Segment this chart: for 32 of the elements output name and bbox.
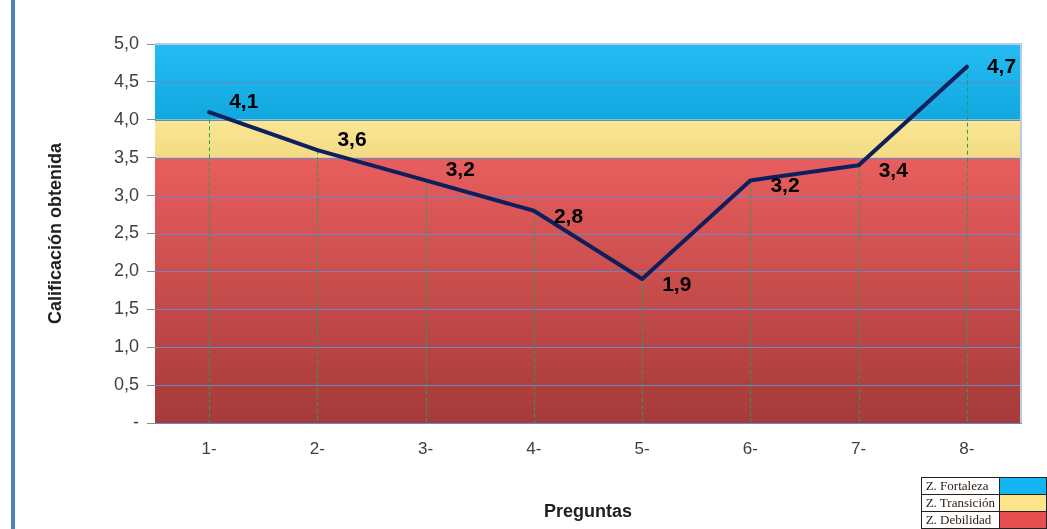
legend-label: Z. Fortaleza [921,477,1000,495]
y-tick-label: 2,5 [113,222,139,243]
x-tick-label: 3- [418,438,434,458]
data-label: 1,9 [662,271,692,295]
x-tick-label: 1- [201,438,217,458]
x-tick-label: 2- [309,438,325,458]
data-label: 2,8 [553,203,584,227]
y-tick-label: 4,0 [113,108,139,129]
y-tick-label: 1,0 [113,336,139,357]
data-label: 3,2 [445,157,475,181]
x-tick-label: 7- [851,438,867,458]
y-tick-label: 2,0 [113,260,139,281]
data-label: 4,7 [986,53,1017,77]
legend-label: Z. Debilidad [921,511,1000,529]
y-axis-title: Calificación obtenida [44,142,65,325]
x-tick-label: 4- [526,438,542,458]
x-tick-label: 6- [742,438,758,458]
x-tick-label: 5- [634,438,650,458]
x-tick-label: 8- [959,438,975,458]
y-tick-label: 5,0 [113,32,139,53]
x-axis-title: Preguntas [543,501,633,522]
y-tick-label: 4,5 [113,70,139,91]
y-tick-label: 3,5 [113,146,139,167]
legend-label: Z. Transición [921,494,1000,512]
data-label: 3,4 [878,158,909,182]
y-tick-label: 3,0 [113,184,139,205]
y-tick-label: 0,5 [113,374,139,395]
data-label: 3,2 [770,173,800,197]
data-label: 4,1 [229,89,259,113]
y-tick-label: 1,5 [113,298,139,319]
data-label: 3,6 [337,126,367,150]
y-tick-label: - [133,411,139,432]
